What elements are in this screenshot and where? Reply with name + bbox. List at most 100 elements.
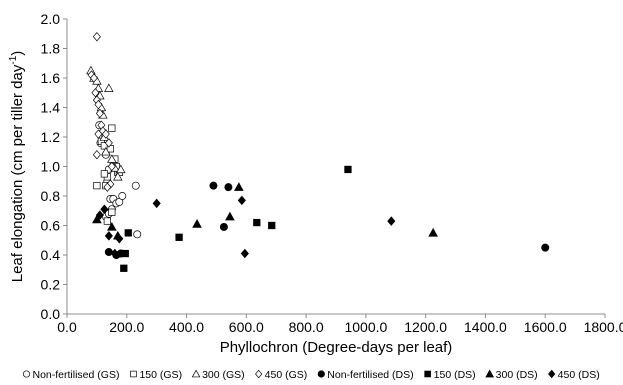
x-axis-ticks: 0.0 200.0 400.0 600.0 800.0 1000.0 1200.0 1400.… xyxy=(57,314,623,335)
data-point xyxy=(253,218,261,227)
y-axis-title: Leaf elongation (cm per tiller day-1) xyxy=(8,51,26,283)
series-300-ds xyxy=(92,182,438,240)
axes xyxy=(66,19,605,315)
legend-marker xyxy=(548,369,556,379)
legend-label: 150 (GS) xyxy=(139,369,182,381)
legend-item: Non-fertilised (GS) xyxy=(22,369,120,381)
y-axis-title-main: Leaf elongation (cm per tiller day xyxy=(9,64,26,282)
legend-marker xyxy=(317,370,325,378)
data-point xyxy=(91,88,100,98)
data-point xyxy=(104,138,113,148)
data-point xyxy=(92,150,101,160)
y-tick-label: 1.2 xyxy=(41,129,61,145)
data-point xyxy=(95,108,104,119)
data-point xyxy=(104,248,113,257)
y-tick-label: 0.0 xyxy=(41,306,61,322)
data-points xyxy=(86,32,550,272)
y-tick-label: 1.8 xyxy=(41,41,61,57)
legend-marker xyxy=(22,370,31,378)
data-point xyxy=(240,248,249,259)
x-tick-label: 1600.0 xyxy=(524,319,567,335)
data-point xyxy=(100,204,109,215)
series-150-ds xyxy=(120,165,352,272)
data-point xyxy=(116,164,126,174)
x-tick-label: 200.0 xyxy=(109,319,144,335)
legend-marker xyxy=(424,370,431,378)
data-point xyxy=(94,129,103,139)
data-point xyxy=(219,222,228,231)
data-point xyxy=(103,217,111,225)
legend-marker xyxy=(255,369,263,379)
x-tick-label: 800.0 xyxy=(289,319,324,335)
data-point xyxy=(124,229,132,237)
legend-label: 450 (GS) xyxy=(265,369,308,381)
data-point xyxy=(92,214,102,224)
x-tick-label: 0.0 xyxy=(57,319,77,335)
x-tick-label: 400.0 xyxy=(169,319,204,335)
legend-label: 300 (DS) xyxy=(496,369,538,381)
data-point xyxy=(268,221,276,230)
data-point xyxy=(107,222,117,231)
data-point xyxy=(101,129,110,139)
data-point xyxy=(234,182,244,191)
data-point xyxy=(92,32,101,42)
legend-label: 150 (DS) xyxy=(434,369,476,381)
legend-marker xyxy=(130,370,137,378)
data-point xyxy=(175,233,183,241)
data-point xyxy=(387,216,396,226)
legend-item: Non-fertilised (DS) xyxy=(317,369,414,381)
legend-label: Non-fertilised (DS) xyxy=(327,369,413,381)
data-point xyxy=(118,192,127,200)
data-point xyxy=(93,182,101,190)
legend-label: 300 (GS) xyxy=(202,369,245,381)
y-axis-ticks: 0.0 0.2 0.4 0.6 0.8 1.0 1.2 1.4 1.6 1.8 2.0 xyxy=(41,11,67,322)
data-point xyxy=(107,161,116,172)
data-point xyxy=(225,211,235,221)
data-point xyxy=(89,73,98,83)
x-tick-label: 1000.0 xyxy=(344,319,387,335)
y-tick-label: 0.6 xyxy=(41,218,61,234)
series-non-fertilised-ds xyxy=(104,181,550,259)
y-tick-label: 0.4 xyxy=(41,247,61,263)
data-point xyxy=(152,198,161,209)
data-point xyxy=(100,170,108,178)
data-point xyxy=(541,243,550,252)
x-tick-label: 600.0 xyxy=(229,319,264,335)
y-axis-title-superscript: -1 xyxy=(8,55,19,64)
legend-label: Non-fertilised (GS) xyxy=(33,369,120,381)
y-tick-label: 2.0 xyxy=(41,11,61,27)
data-point xyxy=(209,181,218,190)
legend-item: 150 (DS) xyxy=(424,369,476,381)
legend-item: 450 (DS) xyxy=(548,369,600,381)
data-point xyxy=(224,183,233,192)
legend-item: 300 (DS) xyxy=(485,369,538,381)
data-point xyxy=(104,83,114,92)
data-point xyxy=(131,181,140,190)
data-point xyxy=(133,230,142,239)
data-point xyxy=(344,165,352,174)
data-point xyxy=(94,99,103,110)
legend-label: 450 (DS) xyxy=(558,369,600,381)
x-tick-label: 1800.0 xyxy=(584,319,623,335)
x-axis-title: Phyllochron (Degree-days per leaf) xyxy=(220,339,453,356)
data-point xyxy=(192,219,202,228)
legend-marker xyxy=(191,369,201,378)
series-450-gs xyxy=(87,32,116,192)
y-axis-title-close: ) xyxy=(9,51,26,56)
y-tick-label: 0.8 xyxy=(41,188,61,204)
data-point xyxy=(103,182,112,192)
data-point xyxy=(110,248,119,259)
data-point xyxy=(428,227,438,237)
legend-item: 150 (GS) xyxy=(130,369,182,381)
legend: Non-fertilised (GS) 150 (GS) 300 (GS) 450 (… xyxy=(22,369,600,381)
data-point xyxy=(101,146,111,156)
data-point xyxy=(237,195,246,206)
y-tick-label: 1.4 xyxy=(41,100,61,116)
data-point xyxy=(95,210,104,220)
data-point xyxy=(108,124,116,132)
legend-item: 300 (GS) xyxy=(191,369,245,381)
data-point xyxy=(115,234,124,244)
y-tick-label: 0.2 xyxy=(41,277,61,293)
x-tick-label: 1400.0 xyxy=(464,319,507,335)
